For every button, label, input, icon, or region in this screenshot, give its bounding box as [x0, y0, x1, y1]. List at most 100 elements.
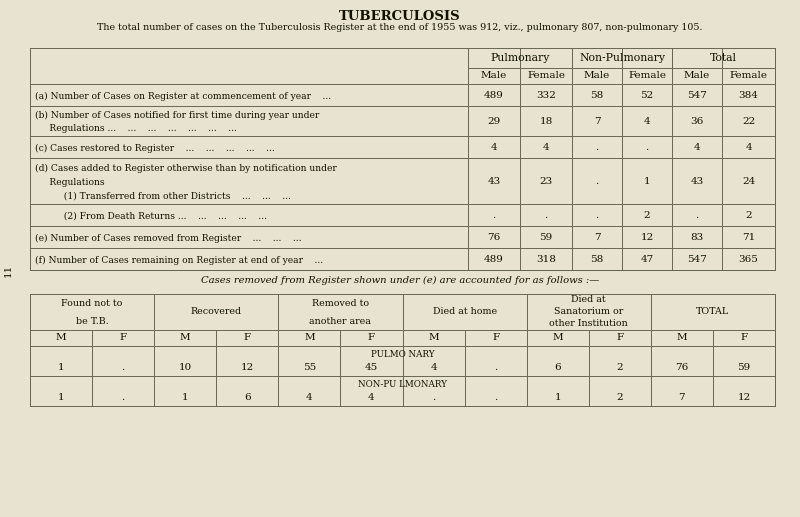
Text: (f) Number of Cases remaining on Register at end of year    ...: (f) Number of Cases remaining on Registe… — [35, 255, 323, 265]
Text: .: . — [494, 363, 498, 372]
Text: 6: 6 — [554, 363, 561, 372]
Text: Died at home: Died at home — [433, 308, 497, 316]
Text: 365: 365 — [738, 254, 758, 264]
Text: 7: 7 — [678, 393, 685, 402]
Text: F: F — [492, 333, 499, 342]
Text: 384: 384 — [738, 90, 758, 99]
Text: M: M — [677, 333, 687, 342]
Text: M: M — [56, 333, 66, 342]
Text: 6: 6 — [244, 393, 250, 402]
Text: Found not to: Found not to — [62, 298, 122, 308]
Text: 4: 4 — [542, 143, 550, 151]
Text: PULMO NARY: PULMO NARY — [370, 350, 434, 359]
Text: 59: 59 — [738, 363, 750, 372]
Text: 4: 4 — [745, 143, 752, 151]
Text: 71: 71 — [742, 233, 755, 241]
Text: 547: 547 — [687, 90, 707, 99]
Text: 43: 43 — [690, 176, 704, 186]
Text: Died at: Died at — [571, 296, 606, 305]
Text: 4: 4 — [368, 393, 374, 402]
Text: 2: 2 — [617, 363, 623, 372]
Text: 18: 18 — [539, 116, 553, 126]
Text: 1: 1 — [58, 363, 64, 372]
Text: 2: 2 — [745, 210, 752, 220]
Text: Male: Male — [684, 71, 710, 81]
Text: 332: 332 — [536, 90, 556, 99]
Text: 4: 4 — [644, 116, 650, 126]
Text: .: . — [595, 210, 598, 220]
Text: F: F — [740, 333, 747, 342]
Text: .: . — [544, 210, 548, 220]
Text: M: M — [428, 333, 439, 342]
Text: 12: 12 — [738, 393, 750, 402]
Text: 1: 1 — [182, 393, 189, 402]
Text: Male: Male — [481, 71, 507, 81]
Text: 2: 2 — [617, 393, 623, 402]
Text: 23: 23 — [539, 176, 553, 186]
Text: (d) Cases added to Register otherwise than by notification under: (d) Cases added to Register otherwise th… — [35, 164, 337, 173]
Text: 4: 4 — [490, 143, 498, 151]
Text: 1: 1 — [58, 393, 64, 402]
Text: 58: 58 — [590, 90, 604, 99]
Text: (1) Transferred from other Districts    ...    ...    ...: (1) Transferred from other Districts ...… — [35, 192, 291, 201]
Text: (c) Cases restored to Register    ...    ...    ...    ...    ...: (c) Cases restored to Register ... ... .… — [35, 144, 274, 153]
Text: .: . — [492, 210, 496, 220]
Text: F: F — [119, 333, 126, 342]
Text: 4: 4 — [694, 143, 700, 151]
Text: 489: 489 — [484, 254, 504, 264]
Text: .: . — [595, 143, 598, 151]
Text: Regulations ...    ...    ...    ...    ...    ...    ...: Regulations ... ... ... ... ... ... ... — [35, 125, 237, 133]
Text: F: F — [616, 333, 623, 342]
Text: F: F — [244, 333, 251, 342]
Text: 52: 52 — [640, 90, 654, 99]
Text: .: . — [695, 210, 698, 220]
Text: Total: Total — [710, 53, 737, 63]
Text: 12: 12 — [241, 363, 254, 372]
Text: .: . — [122, 393, 125, 402]
Text: Male: Male — [584, 71, 610, 81]
Text: The total number of cases on the Tuberculosis Register at the end of 1955 was 91: The total number of cases on the Tubercu… — [98, 23, 702, 32]
Text: 22: 22 — [742, 116, 755, 126]
Text: M: M — [304, 333, 314, 342]
Text: TUBERCULOSIS: TUBERCULOSIS — [339, 10, 461, 23]
Text: Pulmonary: Pulmonary — [490, 53, 550, 63]
Text: 2: 2 — [644, 210, 650, 220]
Text: M: M — [180, 333, 190, 342]
Text: 4: 4 — [430, 363, 437, 372]
Text: 55: 55 — [302, 363, 316, 372]
Text: .: . — [595, 176, 598, 186]
Text: .: . — [646, 143, 649, 151]
Text: NON-PU LMONARY: NON-PU LMONARY — [358, 380, 447, 389]
Text: M: M — [552, 333, 563, 342]
Text: 1: 1 — [644, 176, 650, 186]
Text: 76: 76 — [487, 233, 501, 241]
Text: Regulations: Regulations — [35, 178, 105, 187]
Text: 43: 43 — [487, 176, 501, 186]
Text: 4: 4 — [306, 393, 313, 402]
Text: 24: 24 — [742, 176, 755, 186]
Text: 58: 58 — [590, 254, 604, 264]
Text: .: . — [432, 393, 435, 402]
Text: Sanatorium or: Sanatorium or — [554, 308, 623, 316]
Text: 489: 489 — [484, 90, 504, 99]
Text: 36: 36 — [690, 116, 704, 126]
Text: F: F — [368, 333, 375, 342]
Text: (b) Number of Cases notified for first time during year under: (b) Number of Cases notified for first t… — [35, 111, 319, 120]
Text: 1: 1 — [554, 393, 561, 402]
Text: Female: Female — [730, 71, 767, 81]
Text: .: . — [122, 363, 125, 372]
Text: (e) Number of Cases removed from Register    ...    ...    ...: (e) Number of Cases removed from Registe… — [35, 234, 302, 242]
Text: be T.B.: be T.B. — [76, 316, 109, 326]
Text: 76: 76 — [675, 363, 689, 372]
Text: Recovered: Recovered — [190, 308, 242, 316]
Text: 83: 83 — [690, 233, 704, 241]
Text: TOTAL: TOTAL — [696, 308, 730, 316]
Text: 7: 7 — [594, 233, 600, 241]
Text: .: . — [494, 393, 498, 402]
Text: another area: another area — [310, 316, 371, 326]
Text: 45: 45 — [365, 363, 378, 372]
Text: Female: Female — [527, 71, 565, 81]
Text: (a) Number of Cases on Register at commencement of year    ...: (a) Number of Cases on Register at comme… — [35, 92, 331, 101]
Text: Removed to: Removed to — [312, 298, 369, 308]
Text: 29: 29 — [487, 116, 501, 126]
